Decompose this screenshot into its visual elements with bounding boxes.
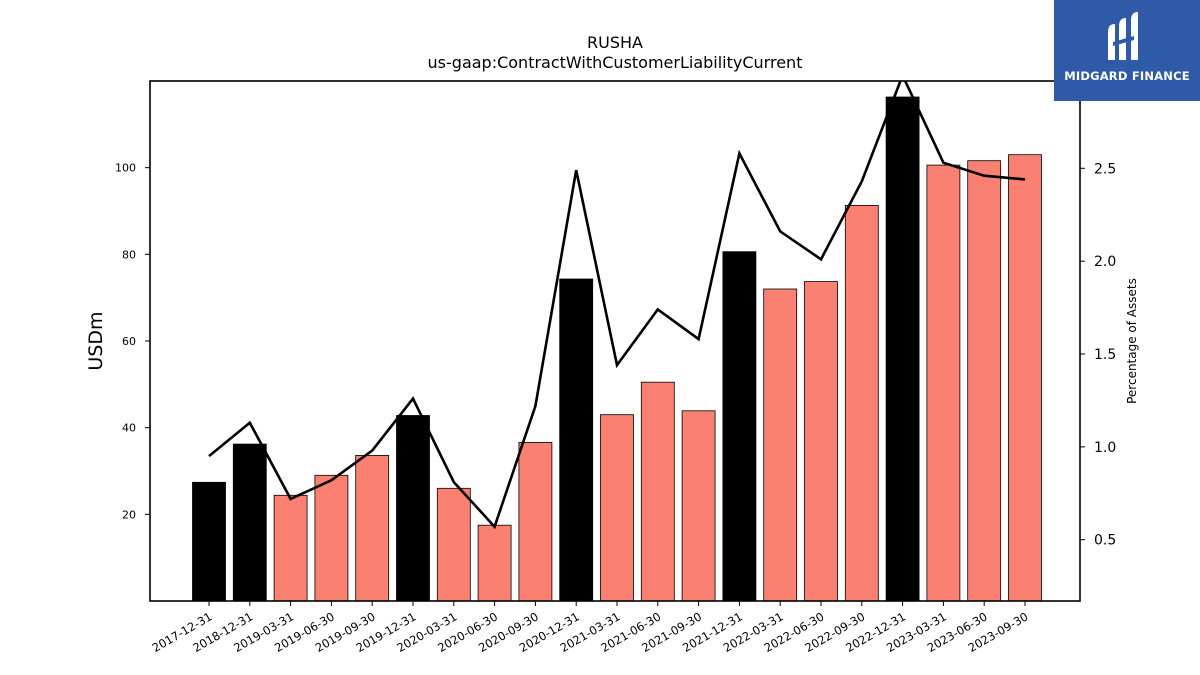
bar-2023-06-30 [967, 160, 1002, 602]
y-tick-label: 100 [115, 162, 136, 175]
bar-2023-09-30 [1008, 154, 1042, 602]
bar-2020-03-31 [436, 487, 471, 602]
bar-2019-12-31 [396, 415, 430, 602]
bar-2023-03-31 [926, 164, 961, 602]
line-layer [208, 81, 1026, 530]
y-axis-label: USDm [85, 311, 107, 370]
y2-tick-label: 2.5 [1094, 161, 1116, 177]
bar-2022-12-31 [885, 96, 920, 602]
bar-2019-03-31 [273, 494, 308, 602]
chart-title: RUSHA [587, 33, 643, 52]
bar-2020-06-30 [477, 524, 512, 602]
brand-name: MIDGARD FINANCE [1064, 69, 1190, 83]
y2-tick-label: 1.5 [1094, 347, 1116, 363]
y-tick-label: 40 [122, 422, 136, 435]
y-tick-label: 20 [122, 508, 136, 521]
bars-layer [192, 96, 1042, 602]
bar-2020-12-31 [559, 278, 594, 602]
percentage-of-assets-line [208, 81, 1026, 530]
bar-2020-09-30 [518, 441, 553, 602]
bar-2022-03-31 [763, 288, 798, 602]
bar-2018-12-31 [232, 443, 267, 602]
bar-2017-12-31 [192, 481, 226, 602]
bar-2019-09-30 [355, 454, 390, 602]
bar-2019-06-30 [314, 474, 349, 602]
bar-2021-06-30 [640, 381, 675, 602]
logo-mark-icon [1108, 12, 1138, 60]
y2-tick-label: 1.0 [1094, 440, 1116, 456]
y-tick-label: 80 [122, 248, 136, 261]
y2-tick-label: 0.5 [1094, 533, 1116, 549]
bar-2021-09-30 [681, 410, 716, 602]
bar-2021-12-31 [722, 251, 757, 602]
y2-axis-label: Percentage of Assets [1125, 278, 1139, 404]
bar-2021-03-31 [600, 414, 634, 602]
bar-2022-09-30 [844, 204, 879, 602]
y2-tick-label: 2.0 [1094, 254, 1116, 270]
brand-logo: MIDGARD FINANCE [1054, 0, 1200, 101]
y-tick-label: 60 [122, 335, 136, 348]
bar-2022-06-30 [804, 281, 838, 602]
chart-subtitle: us-gaap:ContractWithCustomerLiabilityCur… [428, 53, 803, 72]
